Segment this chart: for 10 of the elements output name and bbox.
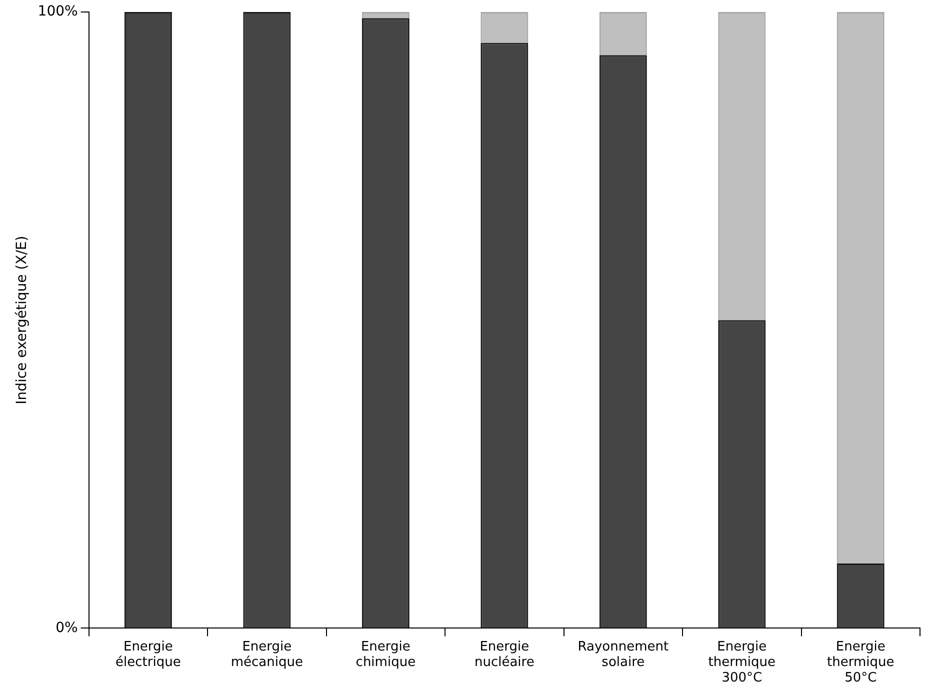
y-tick-label: 0% <box>56 620 78 636</box>
x-tick-label: Energie mécanique <box>230 639 303 670</box>
x-tick-label: Energie thermique 50°C <box>827 639 894 686</box>
y-tick-label: 100% <box>38 4 78 20</box>
x-tick-label: Energie nucléaire <box>474 639 534 670</box>
x-tick-label: Energie électrique <box>116 639 181 670</box>
x-tick-label: Energie thermique 300°C <box>708 639 776 686</box>
x-tick-label: Energie chimique <box>356 639 416 670</box>
y-axis-title: Indice exergétique (X/E) <box>14 236 30 404</box>
x-tick-label: Rayonnement solaire <box>578 639 669 670</box>
